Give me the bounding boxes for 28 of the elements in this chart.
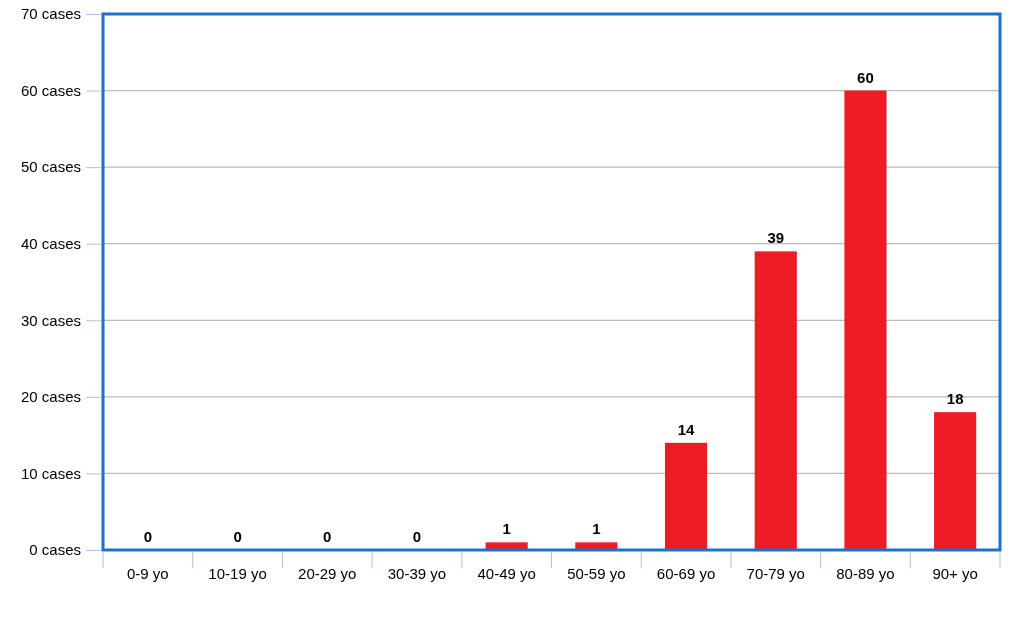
x-tick-label: 90+ yo [932, 564, 978, 582]
data-label: 18 [946, 390, 964, 408]
y-tick-label: 0 cases [29, 541, 81, 559]
data-label: 0 [233, 528, 242, 545]
y-tick-label: 30 cases [20, 311, 81, 329]
data-label: 0 [143, 528, 153, 545]
x-tick-label: 40-49 yo [477, 564, 536, 582]
y-tick-label: 70 cases [20, 5, 81, 23]
data-label: 14 [677, 420, 696, 438]
y-tick-label: 10 cases [20, 464, 81, 482]
data-label: 0 [412, 528, 422, 545]
x-tick-label: 0-9 yo [127, 564, 169, 582]
x-tick-label: 20-29 yo [298, 564, 357, 582]
data-label: 0 [323, 528, 332, 545]
y-tick-label: 20 cases [20, 388, 81, 406]
data-label: 60 [857, 68, 874, 86]
x-tick-label: 50-59 yo [567, 564, 626, 582]
y-tick-label: 50 cases [20, 158, 81, 176]
x-tick-label: 30-39 yo [387, 564, 447, 582]
data-label: 1 [592, 520, 601, 538]
y-tick-label: 60 cases [20, 81, 81, 99]
x-tick-label: 60-69 yo [656, 564, 716, 582]
data-label: 39 [767, 229, 785, 247]
x-tick-label: 80-89 yo [836, 564, 895, 582]
x-tick-label: 10-19 yo [208, 564, 267, 582]
data-label: 1 [502, 520, 511, 538]
y-tick-label: 40 cases [20, 235, 81, 253]
x-tick-label: 70-79 yo [746, 564, 805, 582]
